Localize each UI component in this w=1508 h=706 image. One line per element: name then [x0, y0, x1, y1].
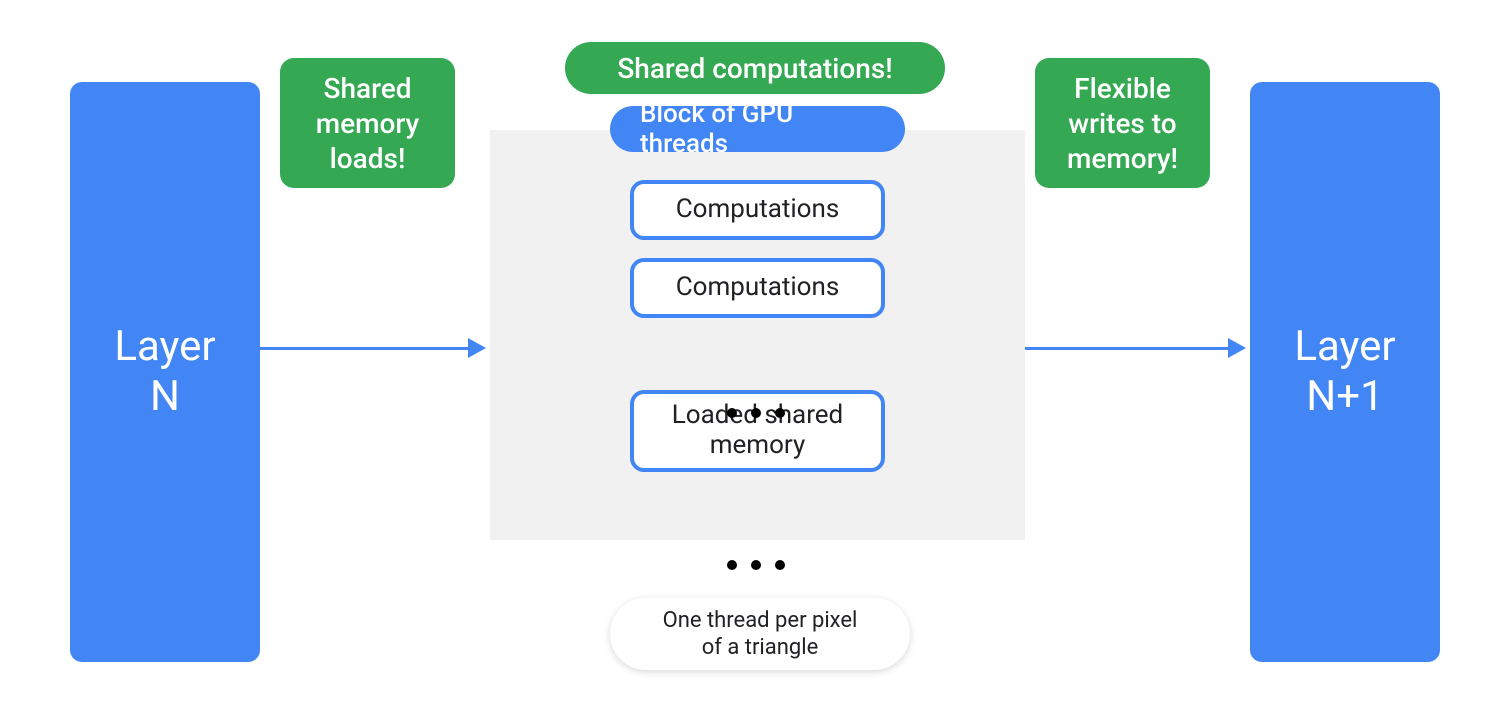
shared-memory-loads-label: Shared memory loads!	[280, 58, 455, 188]
block-of-gpu-threads-label: Block of GPU threads	[610, 106, 905, 152]
layer-n1-box: Layer N+1	[1250, 82, 1440, 662]
ellipsis-dots-inner	[727, 408, 785, 418]
layer-n1-label: Layer N+1	[1294, 322, 1395, 423]
block-of-gpu-threads-text: Block of GPU threads	[640, 99, 875, 159]
flexible-writes-text: Flexible writes to memory!	[1067, 71, 1178, 176]
computations-box-1: Computations	[630, 180, 885, 240]
computations-2-text: Computations	[676, 273, 840, 303]
shared-computations-label: Shared computations!	[565, 42, 945, 94]
flexible-writes-label: Flexible writes to memory!	[1035, 58, 1210, 188]
layer-n-label: Layer N	[114, 322, 215, 423]
loaded-shared-memory-box: Loaded shared memory	[630, 390, 885, 472]
layer-n-box: Layer N	[70, 82, 260, 662]
one-thread-per-pixel-text: One thread per pixel of a triangle	[663, 607, 858, 662]
gpu-block-panel: Computations Computations Loaded shared …	[490, 130, 1025, 540]
ellipsis-dots-outer	[727, 560, 785, 570]
one-thread-per-pixel-label: One thread per pixel of a triangle	[610, 598, 910, 670]
computations-box-2: Computations	[630, 258, 885, 318]
shared-memory-loads-text: Shared memory loads!	[316, 71, 420, 176]
computations-1-text: Computations	[676, 195, 840, 225]
shared-computations-text: Shared computations!	[617, 51, 892, 86]
